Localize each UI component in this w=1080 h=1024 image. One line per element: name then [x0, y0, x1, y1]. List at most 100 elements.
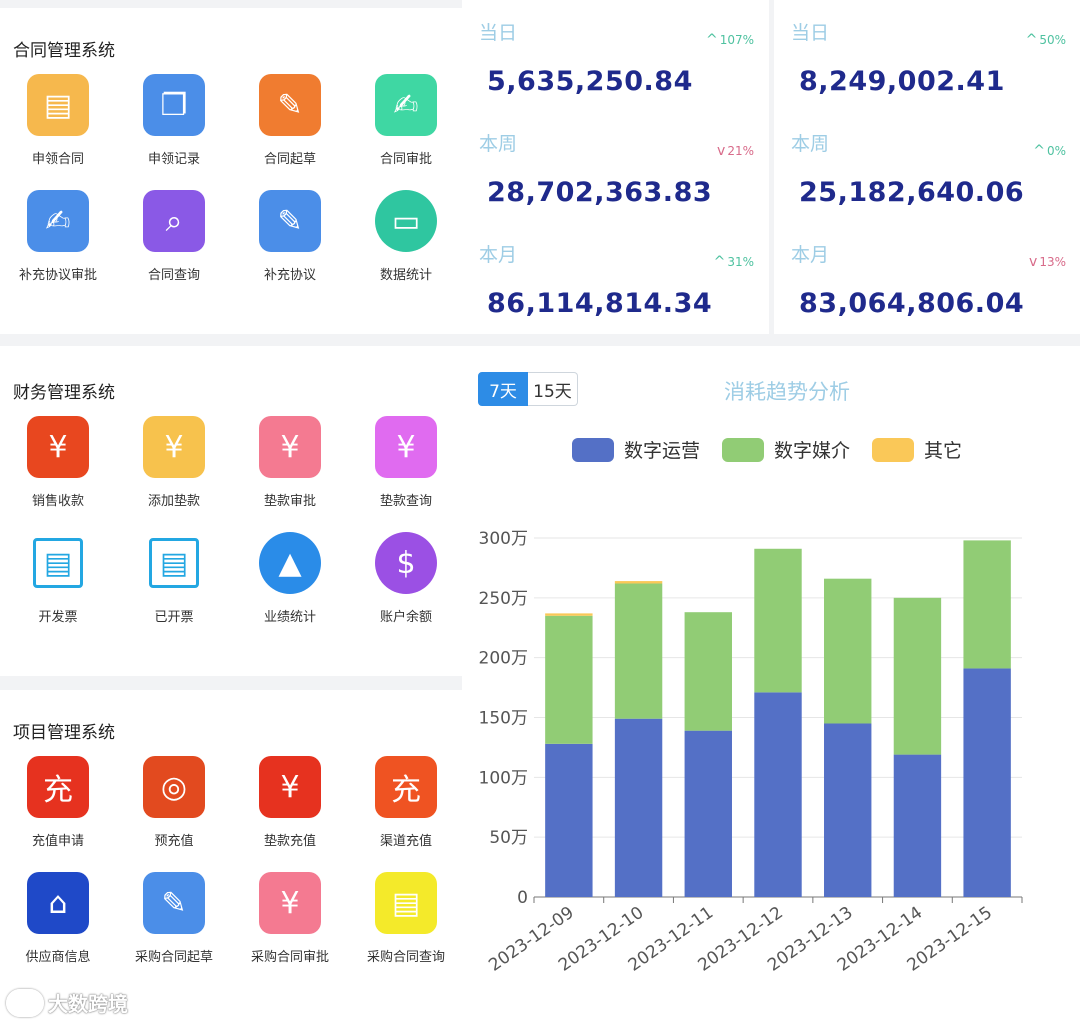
app-tile-label: 申领记录 [147, 152, 200, 167]
app-tile-label: 业绩统计 [263, 610, 316, 625]
chart-legend: 数字运营 数字媒介 其它 [572, 436, 984, 463]
app-tile-label: 合同审批 [379, 152, 432, 167]
chevron-down-icon: v [1029, 254, 1038, 270]
chevron-up-icon: ^ [713, 254, 726, 270]
app-tile[interactable]: ¥ 添加垫款 [116, 416, 232, 532]
range-tabs: 7天 15天 [478, 372, 578, 406]
stat-card: 本月 v 13% 83,064,806.04 [774, 222, 1074, 332]
app-tile[interactable]: ❐ 申领记录 [116, 74, 232, 190]
stat-change-value: 21% [727, 144, 754, 158]
legend-label: 其它 [924, 440, 963, 462]
app-tile[interactable]: ✎ 合同起草 [232, 74, 348, 190]
app-tile-label: 补充协议 [263, 268, 316, 283]
agreement-edit-icon: ✎ [259, 190, 321, 252]
app-tile[interactable]: ⌂ 供应商信息 [0, 872, 116, 988]
legend-label: 数字运营 [624, 440, 701, 462]
channel-recharge-icon: 充 [375, 756, 437, 818]
legend-item[interactable]: 数字运营 [572, 436, 700, 463]
bar-segment [824, 578, 872, 724]
stat-card: 本周 ^ 0% 25,182,640.06 [774, 111, 1074, 221]
receipt-icon: ▤ [149, 538, 199, 588]
stat-card: 当日 ^ 50% 8,249,002.41 [774, 0, 1074, 110]
bar-segment [614, 583, 663, 719]
stat-period-label: 本月 [791, 244, 830, 266]
app-tile[interactable]: ▤ 申领合同 [0, 74, 116, 190]
tab-15-days[interactable]: 15天 [528, 372, 578, 406]
data-card-icon: ▭ [375, 190, 437, 252]
stat-value: 83,064,806.04 [799, 288, 1025, 319]
legend-swatch [722, 437, 765, 462]
advance-approve-icon: ¥ [259, 416, 321, 478]
purchase-search-icon: ▤ [375, 872, 437, 934]
legend-label: 数字媒介 [774, 440, 851, 462]
legend-item[interactable]: 其它 [872, 436, 962, 463]
receipt-yuan-icon: ¥ [27, 416, 89, 478]
app-tile-label: 垫款充值 [263, 834, 316, 849]
money-bag-icon: $ [375, 532, 437, 594]
app-tile[interactable]: ¥ 垫款审批 [232, 416, 348, 532]
app-tile[interactable]: ⌕ 合同查询 [116, 190, 232, 306]
app-tile[interactable]: ✍ 合同审批 [348, 74, 464, 190]
advance-recharge-icon: ¥ [259, 756, 321, 818]
app-tile[interactable]: ✎ 补充协议 [232, 190, 348, 306]
stat-change-badge: ^ 50% [1026, 32, 1066, 48]
stat-value: 25,182,640.06 [799, 177, 1025, 208]
stat-period-label: 本周 [479, 133, 518, 155]
app-tile-label: 采购合同审批 [250, 950, 329, 965]
section-title: 财务管理系统 [13, 383, 115, 403]
app-tile[interactable]: 充充值申请 [0, 756, 116, 872]
app-tile[interactable]: ▤ 已开票 [116, 532, 232, 648]
stat-value: 5,635,250.84 [487, 66, 693, 97]
stat-card: 本周 v 21% 28,702,363.83 [462, 111, 762, 221]
tab-7-days[interactable]: 7天 [478, 372, 528, 406]
stat-change-value: 107% [719, 33, 754, 47]
bar-chart-icon: ▲ [259, 532, 321, 594]
app-tile-label: 采购合同查询 [366, 950, 445, 965]
stats-divider [769, 0, 774, 334]
stat-change-badge: ^ 0% [1033, 143, 1066, 159]
legend-item[interactable]: 数字媒介 [722, 436, 850, 463]
app-tile[interactable]: ¥ 垫款查询 [348, 416, 464, 532]
app-tile[interactable]: ¥ 垫款充值 [232, 756, 348, 872]
app-tile[interactable]: ✎ 采购合同起草 [116, 872, 232, 988]
app-tile-label: 已开票 [154, 610, 194, 625]
app-tile[interactable]: ¥ 采购合同审批 [232, 872, 348, 988]
section-divider [0, 334, 462, 346]
app-tile-label: 申领合同 [31, 152, 84, 167]
bar-segment [684, 612, 732, 731]
app-tile-label: 充值申请 [31, 834, 84, 849]
stat-change-value: 31% [727, 255, 754, 269]
stat-value: 86,114,814.34 [487, 288, 713, 319]
app-tile-label: 补充协议审批 [18, 268, 97, 283]
app-tile[interactable]: ▲ 业绩统计 [232, 532, 348, 648]
app-tile[interactable]: 充渠道充值 [348, 756, 464, 872]
add-advance-icon: ¥ [143, 416, 205, 478]
contract-grid: ▤ 申领合同 ❐ 申领记录 ✎ 合同起草 ✍ 合同审批 ✍ 补充协议审批 ⌕ 合同查询 ✎ 补充协议 ▭ 数据… [0, 74, 462, 306]
chart-title: 消耗趋势分析 [724, 380, 850, 404]
app-tile[interactable]: ◎ 预充值 [116, 756, 232, 872]
stat-change-badge: ^ 31% [714, 254, 754, 270]
app-tile-label: 预充值 [154, 834, 194, 849]
app-tile[interactable]: ✍ 补充协议审批 [0, 190, 116, 306]
section-title: 项目管理系统 [13, 723, 115, 743]
stat-change-value: 13% [1039, 255, 1066, 269]
app-tile[interactable]: ▭ 数据统计 [348, 190, 464, 306]
purchase-draft-icon: ✎ [143, 872, 205, 934]
app-tile[interactable]: ¥ 销售收款 [0, 416, 116, 532]
app-tile[interactable]: ▤ 开发票 [0, 532, 116, 648]
chevron-up-icon: ^ [705, 32, 718, 48]
advance-search-icon: ¥ [375, 416, 437, 478]
bar-segment [545, 613, 593, 616]
bar-segment [545, 743, 593, 897]
app-tile-label: 供应商信息 [25, 950, 91, 965]
watermark: 大数跨境 [6, 988, 128, 1017]
app-tile[interactable]: ▤ 采购合同查询 [348, 872, 464, 988]
legend-swatch [872, 437, 915, 462]
y-tick-label: 150万 [479, 709, 528, 729]
bar-segment [963, 540, 1011, 669]
stat-value: 28,702,363.83 [487, 177, 713, 208]
app-tile[interactable]: $ 账户余额 [348, 532, 464, 648]
stat-card: 本月 ^ 31% 86,114,814.34 [462, 222, 762, 332]
stat-change-value: 50% [1039, 33, 1066, 47]
documents-icon: ❐ [143, 74, 205, 136]
